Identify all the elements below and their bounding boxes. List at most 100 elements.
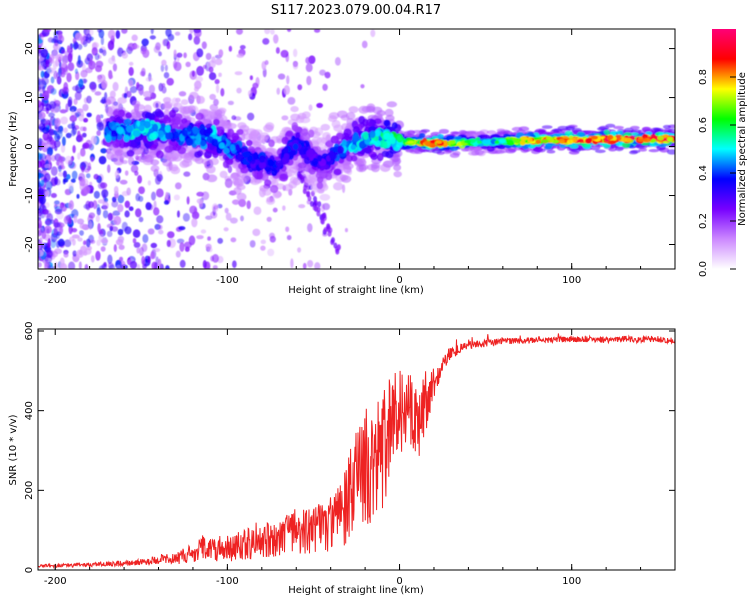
spectrogram-noise-blob [55,57,59,67]
spectrogram-noise-blob [173,61,182,72]
spectrogram-noise-blob [194,86,200,92]
spectrogram-ridge-blob [168,109,177,118]
spectrogram-noise-blob [38,76,41,87]
spectrogram-noise-blob [79,177,86,187]
spectrogram-ridge-blob [343,128,352,137]
spectrogram-ridge-blob [266,196,275,203]
spectrogram-noise-blob [217,203,223,209]
spectrogram-ridge-blob [325,172,333,181]
spectrogram-ridge-blob [383,119,390,127]
spectrogram-ridge-blob [143,104,152,113]
spectrogram-noise-blob [107,212,113,222]
spectrogram-noise-blob [54,117,61,127]
spectrogram-ridge-blob [316,176,324,184]
spectrogram-noise-blob [290,258,294,269]
spectrogram-noise-blob [236,29,243,35]
spectrogram-noise-blob [322,202,331,211]
spectrogram-noise-blob [102,209,109,219]
spectrogram-noise-blob [113,244,117,253]
spectrogram-noise-blob [156,173,163,182]
spectrogram-noise-blob [38,86,41,91]
spectrogram-ridge-blob [194,139,202,146]
spectrogram-noise-blob [69,115,77,122]
spectrogram-noise-blob [47,37,55,43]
spectrogram-noise-blob [96,130,101,136]
spectrogram-ridge-blob [125,112,133,119]
spectrogram-noise-blob [63,216,69,225]
spectrogram-noise-blob [134,208,142,218]
spectrogram-noise-blob [59,225,64,235]
spectrogram-noise-blob [132,229,141,238]
spectrogram-noise-blob [136,81,140,89]
spectrogram-ridge-blob [148,113,156,121]
spectrogram-noise-blob [40,179,45,187]
spectrogram-noise-blob [77,54,81,65]
spectrogram-ridge-blob [376,153,384,162]
spectrogram-ridge-blob [162,103,173,111]
spectrogram-ridge-blob [113,158,124,166]
spectrogram-ridge-blob [146,139,154,146]
spectrogram-noise-blob [53,35,59,44]
spectrogram-ridge-blob [279,173,289,180]
spectrogram-noise-blob [107,254,113,265]
spectrogram-ridge-blob [257,134,268,143]
spectrogram-noise-blob [38,152,43,160]
spectrogram-noise-blob [145,77,153,82]
spectrogram-noise-blob [77,133,84,142]
spectrogram-noise-blob [128,61,134,66]
spectrogram-noise-blob [45,242,50,250]
spectrogram-noise-blob [67,96,73,107]
spectrogram-ridge-blob [358,105,370,114]
spectrogram-ridge-blob [219,120,229,127]
spectrogram-noise-blob [150,242,158,249]
spectrogram-noise-blob [130,164,139,173]
spectrogram-noise-blob [123,92,128,99]
spectrogram-noise-blob [246,200,251,210]
spectrogram-noise-blob [67,261,76,269]
spectrogram-noise-blob [55,240,61,249]
spectrogram-noise-blob [193,35,201,45]
spectrogram-noise-blob [62,179,66,185]
spectrogram-ridge-blob [486,130,497,135]
spectrogram-noise-blob [165,265,170,269]
spectrogram-noise-blob [236,53,245,58]
spectrogram-noise-blob [162,38,168,47]
spectrogram-noise-blob [153,248,161,253]
spectrogram-noise-blob [153,45,161,54]
spectrogram-noise-blob [129,85,138,94]
spectrogram-ridge-blob [269,184,279,194]
spectrogram-noise-blob [147,255,151,264]
spectrogram-noise-blob [61,49,66,54]
spectrogram-noise-blob [158,229,164,235]
spectrogram-noise-blob [247,90,253,97]
spectrogram-noise-blob [90,83,97,93]
spectrogram-noise-blob [100,246,106,252]
spectrogram-noise-blob [217,237,224,244]
spectrogram-noise-blob [108,264,115,269]
spectrogram-ridge-blob [381,150,390,158]
spectrogram-ridge-blob [252,141,262,148]
spectrogram-noise-blob [267,248,275,257]
spectrogram-noise-blob [53,227,58,236]
spectrogram-noise-blob [85,173,91,179]
spectrogram-ridge-blob [196,95,205,104]
spectrogram-noise-blob [50,88,57,95]
spectrogram-noise-blob [59,109,67,114]
spectrogram-noise-blob [90,135,97,145]
spectrogram-noise-blob [83,117,89,123]
spectrogram-noise-blob [269,232,275,239]
spectrogram-noise-blob [124,226,132,235]
spectrogram-noise-blob [249,75,253,81]
spectrogram-noise-blob [128,80,133,87]
spectrogram-ridge-blob [404,130,415,135]
spectrogram-noise-blob [193,207,198,218]
spectrogram-noise-blob [82,142,90,149]
spectrogram-ridge-blob [142,158,154,166]
spectrogram-noise-blob [308,104,313,111]
spectrogram-noise-blob [176,210,180,218]
spectrogram-noise-blob [38,241,42,250]
spectrogram-ridge-blob [115,116,124,124]
spectrogram-arm-blob [307,195,312,202]
spectrogram-noise-blob [124,170,129,176]
spectrogram-ridge-blob [481,134,490,139]
